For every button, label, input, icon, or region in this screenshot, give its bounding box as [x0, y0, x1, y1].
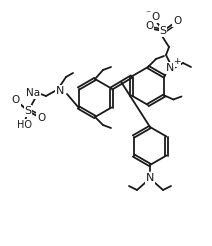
Text: ⁻: ⁻	[145, 9, 151, 19]
Text: O: O	[12, 95, 20, 105]
Text: S: S	[159, 26, 167, 36]
Text: N: N	[166, 63, 174, 73]
Text: +: +	[173, 58, 181, 66]
Text: N: N	[56, 86, 64, 96]
Text: HO: HO	[18, 120, 32, 130]
Text: O: O	[145, 21, 153, 31]
Text: O: O	[173, 16, 181, 26]
Text: O: O	[37, 113, 45, 123]
Text: Na: Na	[26, 88, 40, 98]
Text: N: N	[146, 173, 154, 183]
Text: S: S	[24, 106, 32, 116]
Text: O: O	[151, 12, 159, 22]
